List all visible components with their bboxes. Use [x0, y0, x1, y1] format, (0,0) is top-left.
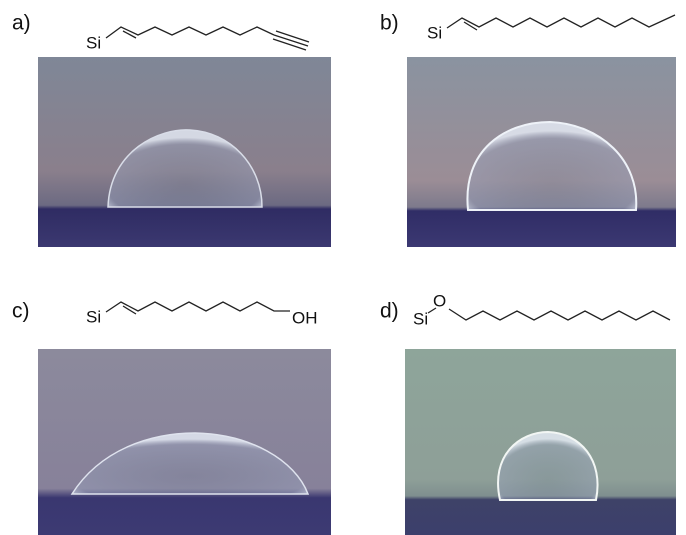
atom-label: Si	[413, 309, 428, 328]
panel-label: a)	[12, 12, 31, 35]
triple-bond	[273, 31, 309, 50]
bond	[106, 302, 290, 312]
figure: a) Si b) Si c) Si OH d) Si O	[0, 0, 686, 535]
bond	[106, 27, 274, 38]
panel-label: c)	[12, 300, 30, 323]
bond	[428, 308, 436, 313]
panel-label: d)	[380, 300, 399, 323]
atom-label: Si	[86, 33, 101, 52]
atom-label: O	[433, 291, 446, 310]
atom-label: OH	[292, 308, 318, 327]
bond	[123, 31, 136, 38]
bond	[449, 309, 670, 320]
atom-label: Si	[86, 307, 101, 326]
bond	[447, 15, 675, 28]
panel-label: b)	[380, 12, 399, 35]
atom-label: Si	[427, 23, 442, 42]
